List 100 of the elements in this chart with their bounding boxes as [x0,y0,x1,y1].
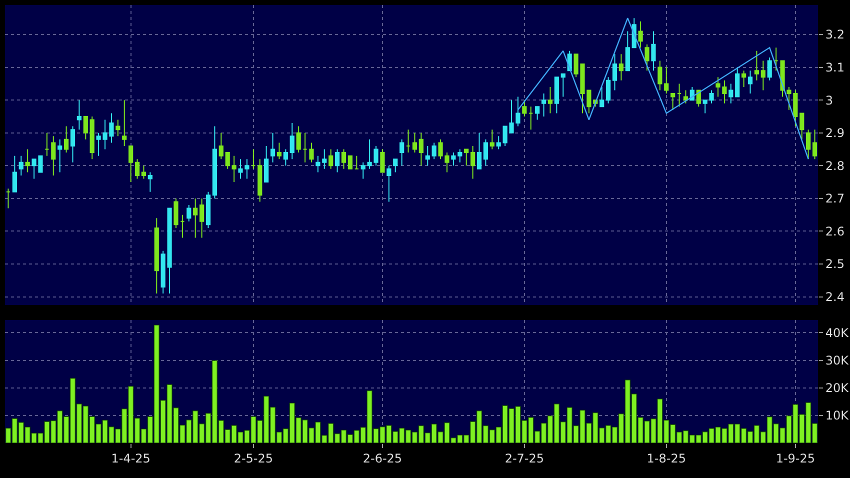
y-tick-label: 10K [825,408,850,423]
candlestick [767,56,772,81]
x-tick-label: 2-5-25 [234,451,274,466]
candlestick [225,152,230,170]
candlestick [490,129,494,150]
y-tick-label: 2.6 [825,224,844,238]
candlestick [400,138,404,166]
candlestick [90,116,94,160]
candlestick [128,145,134,183]
candlestick [199,198,204,238]
candlestick [12,155,17,192]
y-tick-label: 3.1 [825,60,844,74]
candlestick [341,148,346,170]
candlestick [554,76,559,114]
candlestick [483,138,488,166]
y-tick-label: 2.5 [825,257,844,272]
candlestick [774,47,778,72]
candlestick [651,30,656,72]
y-tick-label: 40K [825,326,850,340]
candlestick [141,165,146,180]
y-tick-label: 2.7 [825,192,844,206]
candlestick [618,54,624,81]
candlestick [393,158,398,173]
x-tick-label: 2-6-25 [362,451,402,466]
candlestick [264,145,269,183]
candlestick [386,165,392,202]
candlestick [334,148,340,173]
candlestick [360,162,366,180]
candlestick [354,155,359,170]
x-tick-label: 1-8-25 [646,451,686,466]
candlestick [425,145,430,166]
candlestick [212,126,218,199]
candlestick [148,172,152,192]
candlestick [116,119,120,137]
candlestick [122,100,127,146]
candlestick [728,83,734,104]
candlestick [625,30,630,72]
candlestick [644,44,650,72]
candlestick [812,129,818,160]
candlestick [309,142,314,163]
candlestick [276,142,282,160]
candlestick [154,218,159,294]
y-tick-label: 30K [825,353,850,368]
candlestick [180,214,185,238]
candlestick [676,83,682,108]
candlestick [476,132,482,170]
candlestick [193,198,198,238]
candlestick [18,155,24,176]
candlestick [683,90,688,104]
candlestick [600,86,604,108]
candlestick [612,54,618,91]
candlestick [174,198,178,228]
candlestick [760,60,766,91]
candlestick [258,158,262,202]
y-tick-label: 2.9 [825,126,844,140]
candlestick [76,100,82,130]
candlestick [664,66,669,94]
candlestick [283,148,288,166]
y-tick-label: 3 [825,93,834,108]
candlestick [412,132,418,154]
candlestick [251,148,256,170]
candlestick [658,60,662,91]
candlestick [535,106,540,120]
x-tick-label: 2-7-25 [504,451,544,466]
candlestick [186,204,192,222]
candlestick [464,148,469,166]
candlestick [348,155,353,170]
candlestick [806,129,811,160]
x-tick-label: 1-9-25 [776,451,816,466]
candlestick [748,70,753,94]
candlestick [541,93,546,117]
candlestick [70,126,76,163]
candlestick [548,86,553,114]
candlestick [218,132,224,160]
candlestick [328,148,334,170]
candlestick [64,126,69,154]
candlestick [606,76,611,104]
candlestick [232,155,236,183]
candlestick [741,70,746,88]
candlestick [754,50,760,81]
candlestick [44,132,50,156]
candlestick [406,129,411,154]
candlestick [735,66,740,98]
y-tick-label: 3.2 [825,28,844,42]
candlestick [25,148,30,173]
y-tick-label: 2.8 [825,158,844,173]
y-tick-label: 2.4 [825,290,844,304]
candlestick [134,158,140,180]
y-tick-label: 20K [825,381,850,396]
candlestick [432,142,436,160]
line-series [517,18,809,160]
candlestick [51,136,56,176]
candlestick [380,148,385,173]
x-tick-label: 1-4-25 [111,451,150,466]
candlestick [296,126,301,154]
candlestick [58,138,62,173]
candlestick [522,100,527,117]
candlestick [83,116,88,140]
candlestick [670,93,676,110]
candlestick [800,112,804,140]
